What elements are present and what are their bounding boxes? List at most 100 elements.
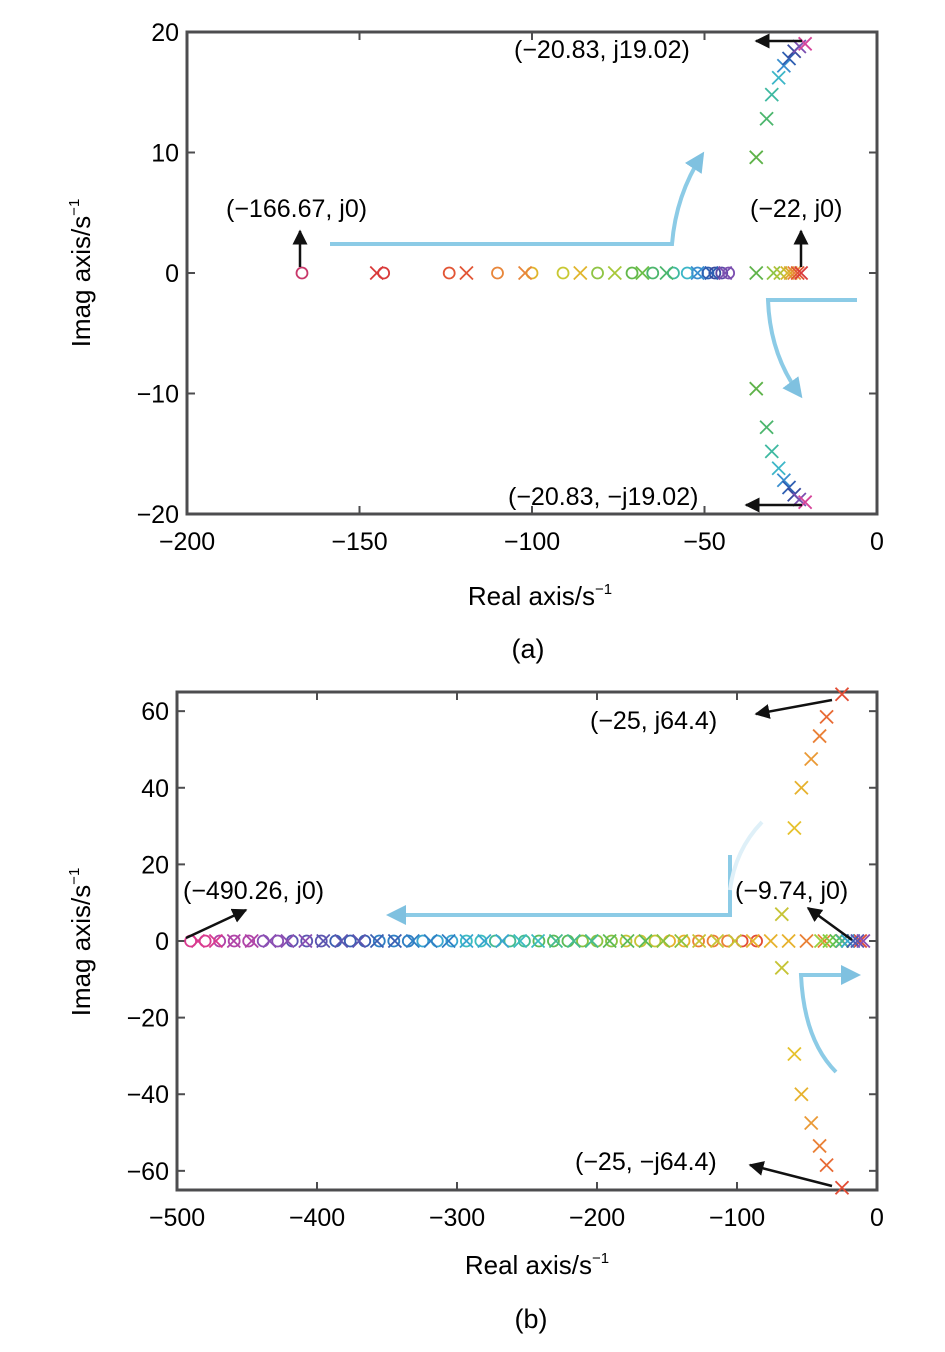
- zero-marker: [271, 934, 285, 948]
- pole-marker: [804, 751, 819, 767]
- zero-marker: [300, 934, 314, 948]
- pole-marker: [280, 933, 295, 949]
- annotation-a2: (−166.67, j0): [226, 195, 367, 223]
- ticks-b: −500 −400 −300 −200 −100 0 60 40 20 0 −20 −40 −60: [127, 692, 884, 1232]
- zero-marker: [619, 934, 633, 948]
- caption-a: (a): [512, 634, 545, 664]
- zero-marker: [198, 934, 212, 948]
- zero-marker: [735, 934, 749, 948]
- trend-arrow-right-b: [798, 965, 861, 1074]
- zero-marker: [721, 934, 734, 948]
- pole-marker: [459, 265, 474, 281]
- pole-marker: [817, 933, 832, 949]
- pole-marker: [745, 933, 760, 949]
- x-axis-label-a: Real axis/s−1: [468, 581, 612, 611]
- zero-marker: [213, 934, 227, 948]
- x-tick-label: −100: [504, 528, 560, 556]
- zero-marker: [474, 934, 488, 948]
- zero-marker: [525, 266, 539, 280]
- chart-b: −500 −400 −300 −200 −100 0 60 40 20 0 −20 −40 −60 (−…: [66, 687, 884, 1334]
- y-tick-label: −40: [127, 1081, 169, 1109]
- y-tick-label: 0: [165, 260, 179, 288]
- annotation-b2: (−490.26, j0): [183, 877, 324, 905]
- pole-marker: [780, 265, 795, 281]
- annotation-arrow-b2: [185, 908, 248, 940]
- annotation-b4: (−25, −j64.4): [575, 1148, 717, 1176]
- pole-marker: [656, 933, 671, 949]
- y-tick-label: 20: [141, 851, 169, 879]
- trend-arrow-left-b-tail: [728, 820, 764, 891]
- trend-arrow-upper-a: [330, 151, 705, 246]
- pole-marker: [759, 111, 774, 126]
- pole-marker: [208, 933, 224, 949]
- zero-marker: [625, 266, 639, 280]
- annotation-b3: (−9.74, j0): [735, 877, 848, 905]
- trend-arrow-lower-a: [765, 298, 857, 399]
- x-tick-label: −400: [289, 1204, 345, 1232]
- pole-marker: [797, 36, 813, 51]
- pole-marker: [794, 780, 809, 795]
- y-tick-label: 40: [141, 775, 169, 803]
- pole-marker: [727, 933, 743, 949]
- zero-marker: [488, 934, 502, 948]
- pole-marker: [822, 933, 837, 949]
- pole-marker: [674, 933, 689, 949]
- pole-marker: [718, 265, 733, 281]
- pole-marker: [764, 444, 779, 459]
- pole-marker: [853, 933, 868, 949]
- markers-b: [184, 687, 871, 1195]
- caption-b: (b): [515, 1304, 548, 1334]
- pole-marker: [787, 820, 802, 836]
- pole-marker: [776, 58, 791, 73]
- pole-marker: [387, 933, 403, 949]
- y-tick-label: 0: [155, 928, 169, 956]
- plot-frame-b: [175, 690, 879, 1192]
- x-axis-label-b: Real axis/s−1: [465, 1250, 609, 1280]
- annotation-arrow-b1: [754, 698, 833, 719]
- ticks-a: −200 −150 −100 −50 0 20 10 0 −10 −20: [137, 19, 884, 556]
- pole-marker: [635, 265, 650, 281]
- y-tick-label: −10: [137, 381, 179, 409]
- pole-marker: [766, 265, 781, 281]
- zero-marker: [377, 266, 391, 280]
- trend-arrow-left-b: [386, 855, 732, 925]
- y-tick-label: 20: [151, 19, 179, 47]
- x-tick-label: −150: [331, 528, 387, 556]
- pole-marker: [548, 933, 564, 949]
- x-tick-label: 0: [870, 528, 884, 556]
- x-tick-label: −500: [149, 1204, 205, 1232]
- pole-marker: [405, 933, 420, 949]
- pole-marker: [790, 265, 805, 281]
- zero-marker: [532, 934, 546, 948]
- annotation-a3: (−22, j0): [750, 195, 842, 223]
- pole-marker: [573, 265, 588, 281]
- pole-marker: [763, 933, 778, 949]
- zero-marker: [750, 934, 763, 948]
- zero-marker: [343, 934, 357, 948]
- pole-marker: [190, 933, 206, 949]
- pole-marker: [776, 473, 791, 488]
- zero-marker: [648, 934, 662, 948]
- annotation-arrow-b3: [806, 906, 853, 942]
- pole-marker: [771, 461, 786, 476]
- pole-marker: [517, 265, 533, 281]
- pole-marker: [226, 933, 241, 949]
- pole-marker: [787, 1046, 802, 1062]
- annotation-b1: (−25, j64.4): [590, 707, 717, 735]
- pole-marker: [797, 495, 813, 510]
- pole-marker: [298, 933, 313, 949]
- pole-marker: [351, 933, 367, 949]
- pole-marker: [834, 1180, 850, 1195]
- y-axis-label-b: Imag axis/s−1: [66, 868, 96, 1017]
- zero-marker: [715, 266, 729, 280]
- pole-marker: [530, 933, 546, 949]
- zero-marker: [576, 934, 589, 948]
- markers-a: [295, 36, 813, 510]
- pole-marker: [709, 933, 725, 949]
- pole-marker: [812, 728, 827, 744]
- pole-marker: [783, 265, 798, 281]
- zero-marker: [372, 934, 386, 948]
- pole-marker: [773, 265, 788, 281]
- zero-marker: [256, 934, 270, 948]
